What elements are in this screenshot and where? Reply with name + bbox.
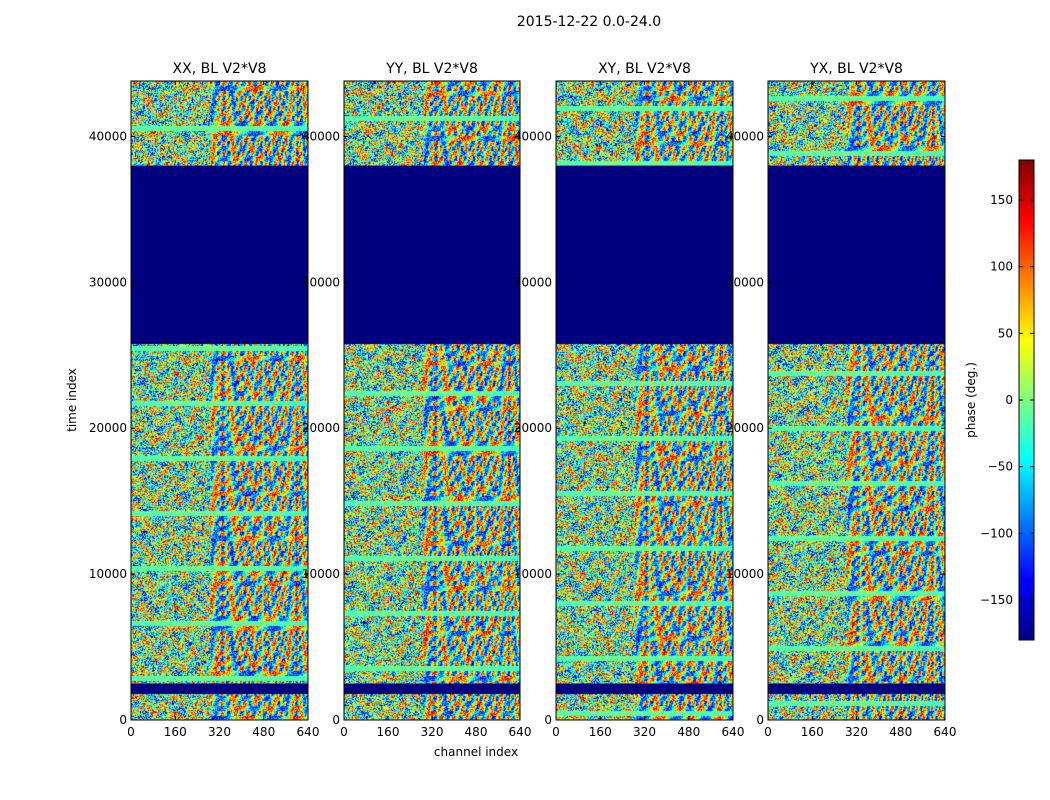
x-tick-label: 320 (208, 725, 231, 739)
colorbar-ticks: 150 100 50 0 −50 −100 −150 (980, 193, 1034, 607)
x-tick-label: 640 (297, 725, 320, 739)
x-tick-label: 480 (252, 725, 275, 739)
y-tick-label: 30000 (302, 275, 340, 289)
y-tick-label: 0 (332, 713, 340, 727)
y-tick-label: 0 (544, 713, 552, 727)
y-tick-label: 40000 (89, 129, 127, 143)
subplot-title-yy: YY, BL V2*V8 (385, 61, 478, 77)
y-tick-label: 10000 (302, 567, 340, 581)
x-ticks-xy: 0 160 320 480 640 (552, 81, 744, 739)
colorbar-gradient (1019, 160, 1034, 640)
flagged-band-yx (768, 165, 945, 344)
y-axis-label: time index (65, 368, 79, 432)
y-ticks-xy: 0 10000 20000 30000 40000 (514, 129, 733, 727)
y-tick-label: 0 (756, 713, 764, 727)
y-tick-label: 30000 (514, 275, 552, 289)
y-tick-label: 40000 (514, 129, 552, 143)
x-tick-label: 0 (764, 725, 772, 739)
subplot-xy: XY, BL V2*V8 0 160 320 480 640 0 10000 20000 30… (514, 61, 745, 739)
y-ticks-yy: 0 10000 20000 30000 40000 (302, 129, 520, 727)
subplot-title-xx: XX, BL V2*V8 (173, 61, 267, 77)
x-tick-label: 320 (633, 725, 656, 739)
y-tick-label: 20000 (514, 421, 552, 435)
colorbar-label: phase (deg.) (964, 362, 978, 438)
x-tick-label: 480 (465, 725, 488, 739)
x-tick-label: 0 (127, 725, 135, 739)
colorbar-tick-label: −150 (980, 593, 1013, 607)
figure-suptitle: 2015-12-22 0.0-24.0 (517, 14, 661, 30)
subplot-title-xy: XY, BL V2*V8 (598, 61, 691, 77)
colorbar: 150 100 50 0 −50 −100 −150 phase (deg.) (964, 159, 1035, 641)
x-tick-label: 640 (722, 725, 745, 739)
y-tick-label: 0 (119, 713, 127, 727)
flagged-band-xy (556, 683, 733, 694)
y-tick-label: 20000 (726, 421, 764, 435)
colorbar-tick-label: 150 (990, 193, 1013, 207)
x-tick-label: 480 (677, 725, 700, 739)
x-tick-label: 320 (421, 725, 444, 739)
x-tick-label: 320 (845, 725, 868, 739)
flagged-band-xx (131, 683, 308, 694)
y-tick-label: 30000 (726, 275, 764, 289)
x-tick-label: 160 (589, 725, 612, 739)
x-tick-label: 480 (889, 725, 912, 739)
flagged-band-xy (556, 165, 733, 344)
y-tick-label: 40000 (302, 129, 340, 143)
flagged-bands-yx (768, 165, 945, 694)
x-ticks-yy: 0 160 320 480 640 (340, 81, 531, 739)
y-tick-label: 40000 (726, 129, 764, 143)
flagged-bands-xy (556, 165, 733, 694)
y-ticks-yx: 0 10000 20000 30000 40000 (726, 129, 945, 727)
flagged-band-yy (344, 165, 520, 344)
y-tick-label: 20000 (89, 421, 127, 435)
subplot-yx: YX, BL V2*V8 0 160 320 480 640 0 10000 20000 30… (726, 61, 957, 739)
flagged-bands-yy (344, 165, 520, 694)
flagged-band-yx (768, 683, 945, 694)
y-ticks-xx: 0 10000 20000 30000 40000 (89, 129, 308, 727)
y-tick-label: 10000 (726, 567, 764, 581)
x-tick-label: 160 (801, 725, 824, 739)
colorbar-tick-label: −50 (988, 460, 1013, 474)
colorbar-tick-label: 100 (990, 260, 1013, 274)
subplot-yy: YY, BL V2*V8 0 160 320 480 640 0 10000 20000 30… (302, 61, 532, 739)
x-tick-label: 0 (552, 725, 560, 739)
colorbar-tick-label: 50 (998, 326, 1013, 340)
x-tick-label: 0 (340, 725, 348, 739)
flagged-band-yy (344, 683, 520, 694)
colorbar-tick-label: 0 (1005, 393, 1013, 407)
x-ticks-yx: 0 160 320 480 640 (764, 81, 956, 739)
x-tick-label: 640 (934, 725, 957, 739)
y-tick-label: 20000 (302, 421, 340, 435)
flagged-band-xx (131, 165, 308, 344)
subplot-xx: XX, BL V2*V8 0 160 320 480 640 0 10000 20000 30… (89, 61, 320, 739)
flagged-bands-xx (131, 165, 308, 694)
x-tick-label: 160 (164, 725, 187, 739)
y-tick-label: 30000 (89, 275, 127, 289)
x-axis-label: channel index (434, 745, 518, 759)
colorbar-tick-label: −100 (980, 526, 1013, 540)
y-tick-label: 10000 (89, 567, 127, 581)
y-tick-label: 10000 (514, 567, 552, 581)
x-tick-label: 160 (377, 725, 400, 739)
subplot-title-yx: YX, BL V2*V8 (809, 61, 903, 77)
x-ticks-xx: 0 160 320 480 640 (127, 81, 319, 739)
x-tick-label: 640 (509, 725, 532, 739)
